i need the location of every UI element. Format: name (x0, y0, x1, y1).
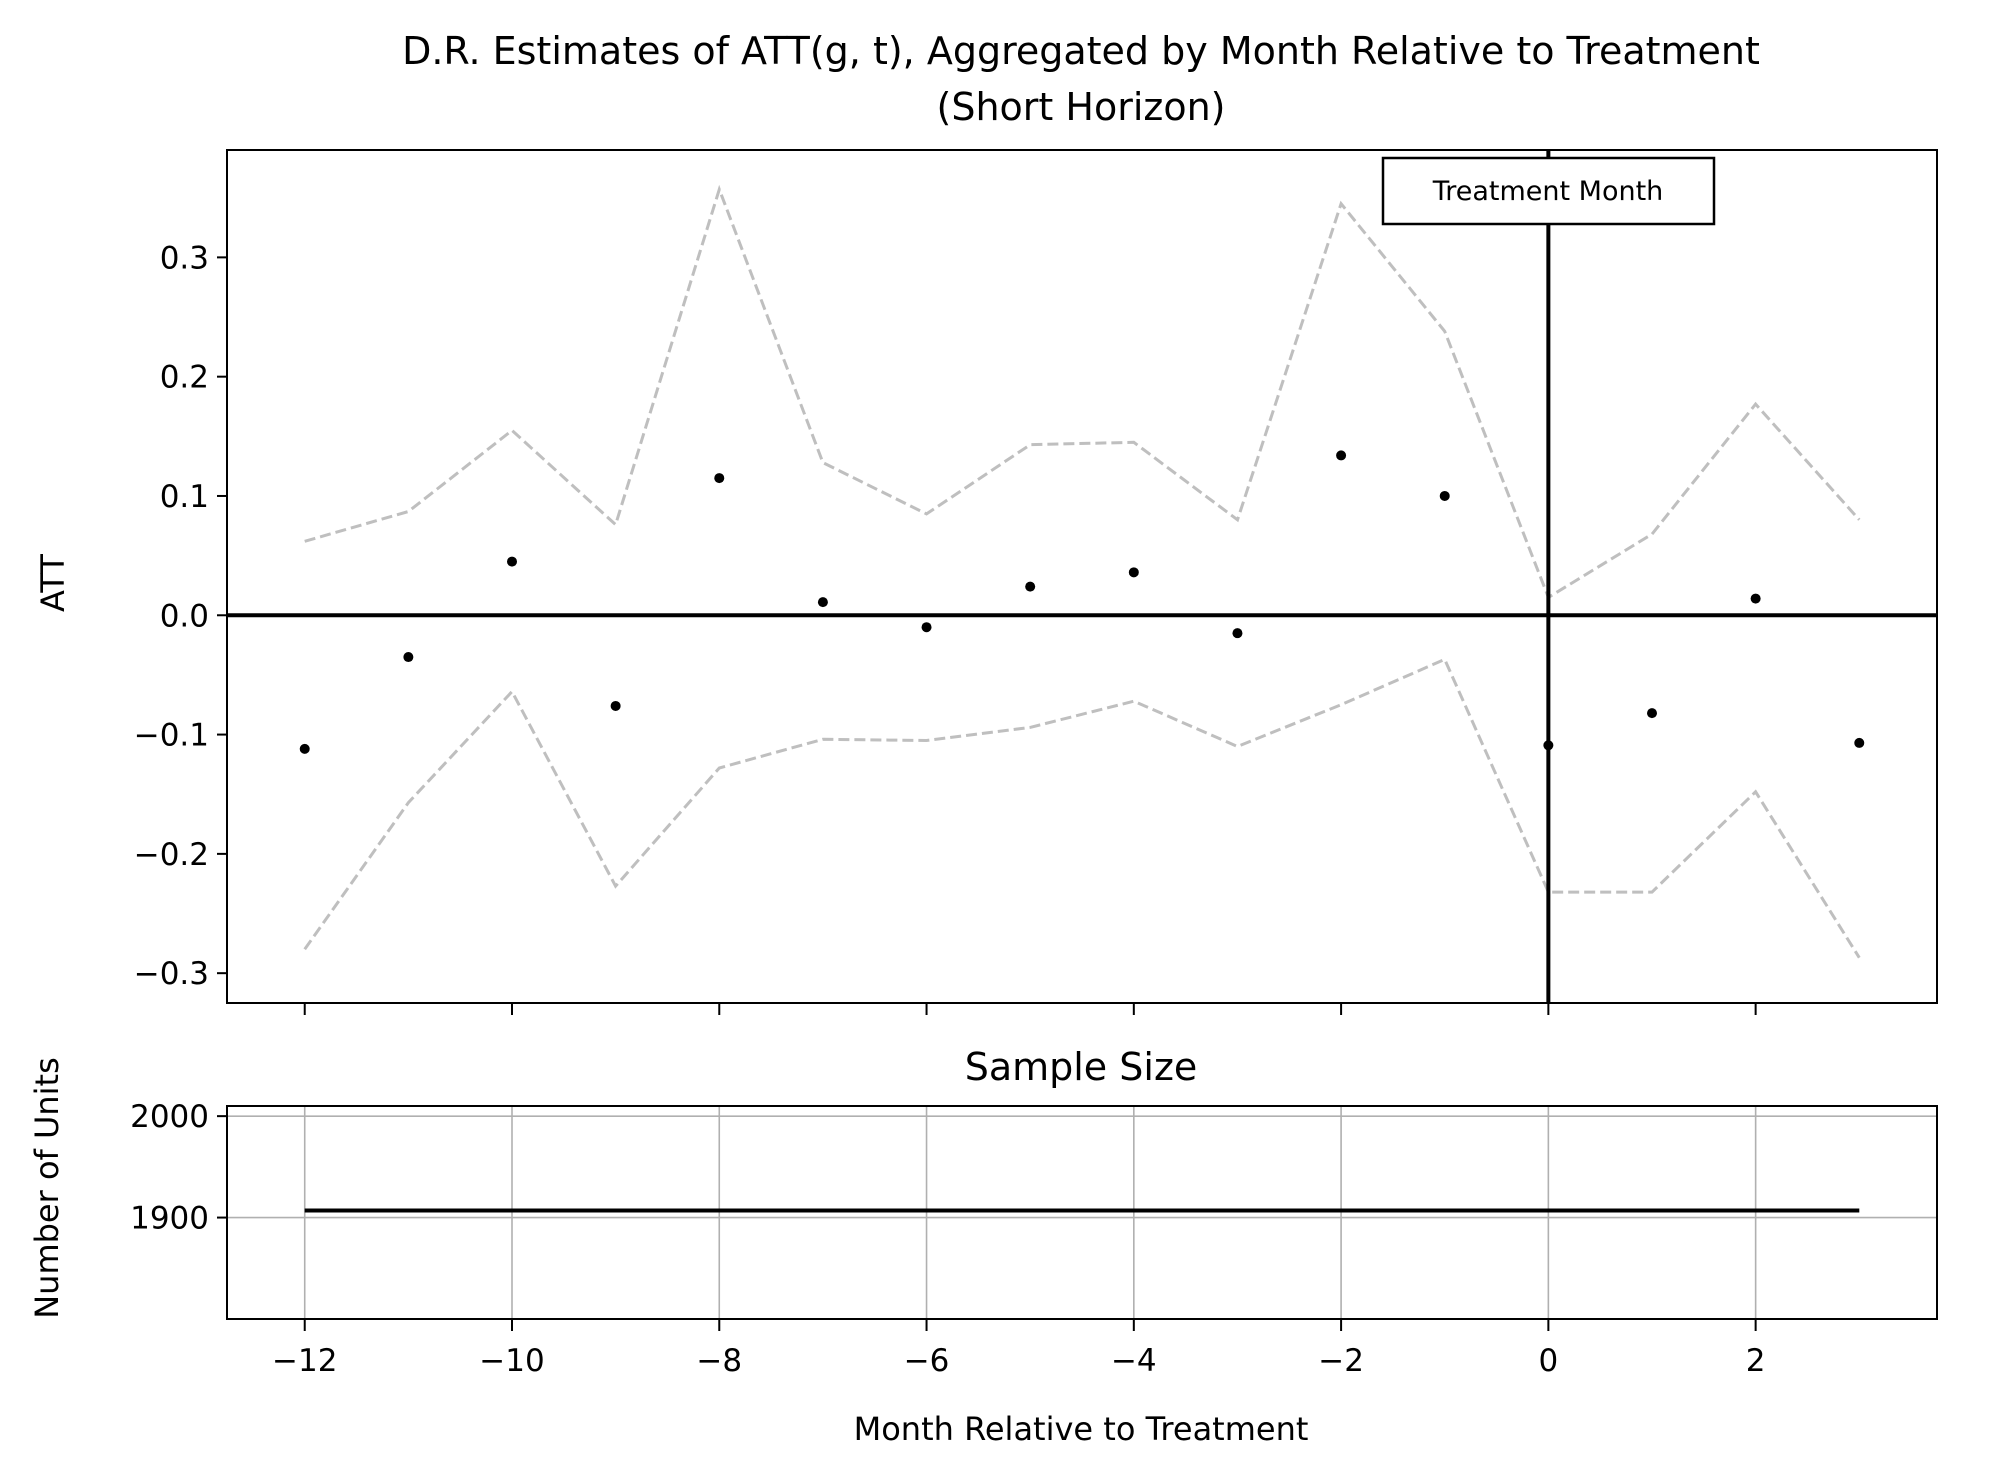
att-point (507, 556, 517, 567)
att-point (1854, 737, 1865, 748)
lower-ci-line (303, 657, 1861, 959)
confidence-bands (303, 184, 1861, 959)
att-point (921, 622, 932, 633)
att-point (1543, 740, 1554, 751)
sample-size-x-ticks: −12 −10 −8 −6 −4 −2 0 2 (272, 1319, 1766, 1379)
y-tick-label: 1900 (130, 1201, 209, 1237)
y-tick-label: −0.1 (134, 718, 209, 754)
x-tick-label: −8 (696, 1343, 742, 1379)
x-tick-label: −12 (272, 1343, 337, 1379)
treatment-month-annotation: Treatment Month (1381, 156, 1716, 226)
sample-size-axes-frame (226, 1105, 1938, 1320)
y-tick-label: 0.0 (160, 598, 209, 634)
x-tick-label: −2 (1318, 1343, 1364, 1379)
chart-title: D.R. Estimates of ATT(g, t), Aggregated … (402, 29, 1760, 73)
x-tick-label: 0 (1538, 1343, 1558, 1379)
att-point (1232, 628, 1243, 639)
sample-size-panel: 1900 2000 −12 −10 −8 −6 −4 −2 0 2 Number of Unit… (28, 1057, 1938, 1448)
att-point (403, 652, 414, 663)
y-tick-label: 0.2 (160, 360, 209, 396)
x-axis-label: Month Relative to Treatment (854, 1410, 1309, 1448)
att-point (1128, 567, 1139, 578)
reference-lines (227, 150, 1937, 1003)
y-tick-label: 2000 (130, 1099, 209, 1135)
att-point (610, 700, 621, 711)
x-tick-label: 2 (1746, 1343, 1766, 1379)
sample-size-y-ticks: 1900 2000 (130, 1099, 227, 1237)
att-points (299, 450, 1865, 754)
att-point (714, 473, 725, 484)
att-point (1025, 581, 1036, 592)
att-y-label: ATT (34, 554, 72, 612)
x-tick-label: −6 (904, 1343, 950, 1379)
att-y-ticks: −0.3 −0.2 −0.1 0.0 0.1 0.2 0.3 (134, 240, 227, 992)
chart-subtitle: (Short Horizon) (937, 85, 1226, 129)
att-x-ticks (303, 1003, 1757, 1015)
sample-size-title: Sample Size (965, 1045, 1198, 1089)
upper-ci-line (304, 184, 1861, 600)
y-tick-label: 0.3 (160, 240, 209, 276)
att-point (1750, 593, 1761, 604)
y-tick-label: 0.1 (160, 479, 209, 515)
att-point (1336, 450, 1347, 461)
att-point (1439, 490, 1450, 501)
y-tick-label: −0.2 (134, 837, 209, 873)
att-point (299, 743, 310, 754)
att-point (1647, 708, 1657, 719)
annotation-label: Treatment Month (1432, 176, 1664, 207)
att-axes-frame (226, 149, 1938, 1004)
att-point (817, 597, 828, 608)
att-panel: −0.3 −0.2 −0.1 0.0 0.1 0.2 0.3 Treatment Month… (34, 149, 1938, 1015)
annotation-box (1381, 156, 1716, 226)
y-tick-label: −0.3 (134, 956, 209, 992)
x-tick-label: −4 (1111, 1343, 1157, 1379)
sample-size-y-label: Number of Units (28, 1057, 66, 1319)
x-tick-label: −10 (479, 1343, 544, 1379)
